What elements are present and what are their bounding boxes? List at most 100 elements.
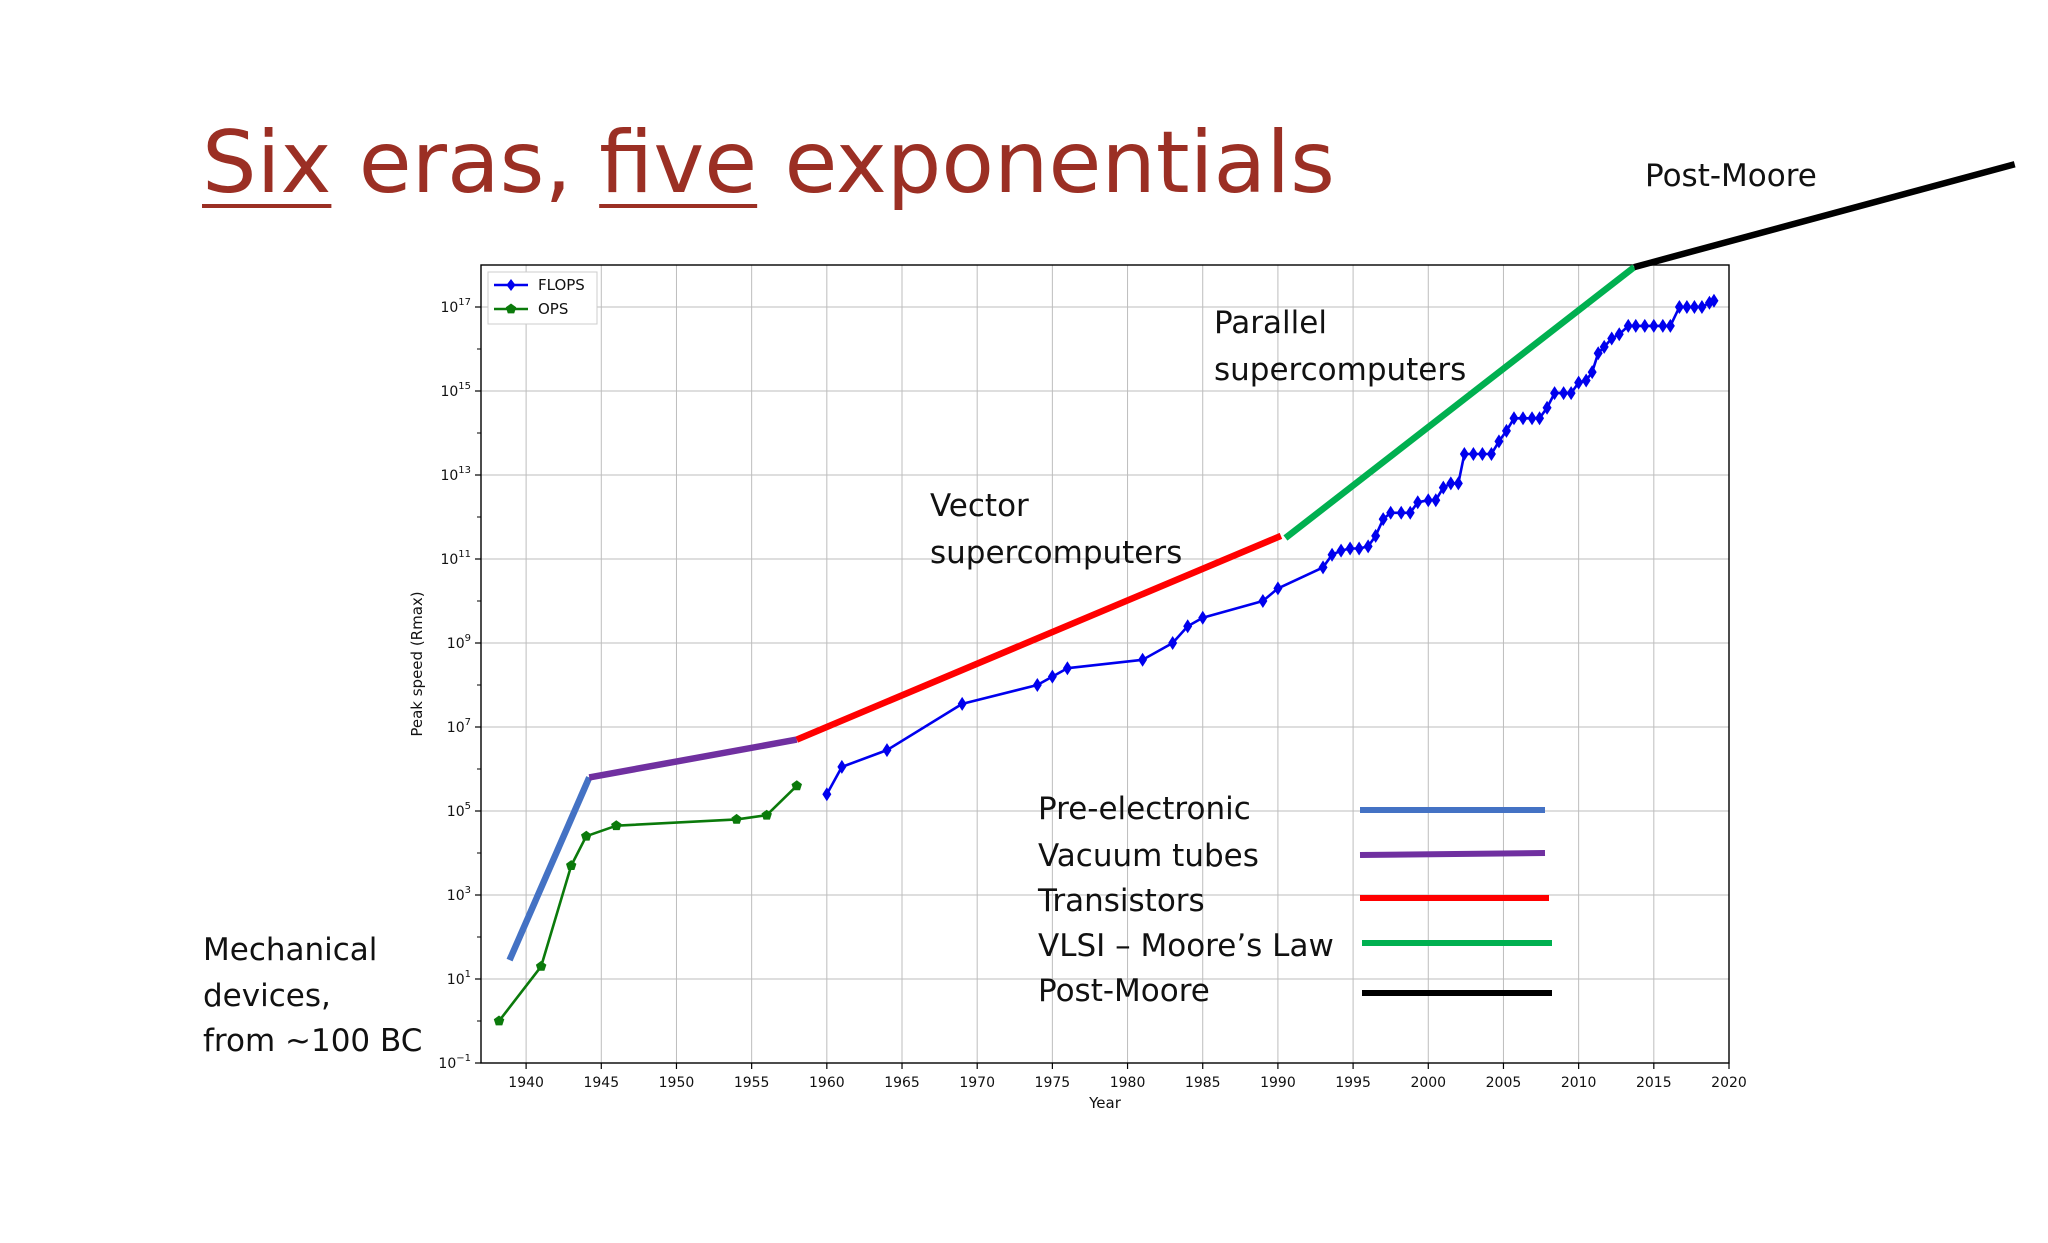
annotation-parallel-1: Parallel [1214, 305, 1327, 341]
data-point-flops [1371, 528, 1381, 543]
data-point-flops [1258, 594, 1268, 608]
era-line-pre-electronic [506, 776, 593, 962]
era-trend-lines [506, 161, 2016, 962]
data-point-flops [1599, 339, 1609, 354]
data-point-ops [493, 1015, 505, 1026]
legend-marker-flops [506, 279, 516, 291]
x-tick-label: 1985 [1185, 1075, 1221, 1091]
x-axis: 1940 1945 1950 1955 1960 1965 1970 1975 1980 1985… [508, 1063, 1747, 1091]
data-point-flops [1047, 669, 1057, 684]
title-word: eras, [359, 113, 599, 213]
x-tick-label: 2005 [1486, 1075, 1522, 1091]
data-point-flops [1168, 636, 1178, 650]
series-legend: FLOPS OPS [487, 271, 598, 325]
data-point-flops [1527, 411, 1537, 426]
y-tick-label: 1011 [440, 549, 471, 568]
era-legend-label-pre-electronic: Pre-electronic [1038, 791, 1251, 827]
plot-frame [480, 264, 1730, 1064]
data-point-ops [535, 960, 547, 971]
data-point-flops [837, 759, 847, 774]
x-tick-label: 1970 [959, 1075, 995, 1091]
data-point-flops [957, 696, 967, 711]
y-tick-label: 105 [447, 801, 471, 820]
data-point-flops [1587, 365, 1597, 380]
data-point-flops [1509, 411, 1519, 426]
data-point-flops [1405, 505, 1415, 520]
annotation-post-moore: Post-Moore [1645, 158, 1817, 194]
legend-marker-ops [505, 303, 517, 314]
data-point-flops [1396, 505, 1406, 520]
data-point-flops [1581, 373, 1591, 388]
title-word: exponentials [784, 113, 1334, 213]
data-point-flops [1431, 493, 1441, 508]
title-word: five [599, 113, 784, 213]
era-legend-label-post-moore: Post-Moore [1038, 973, 1210, 1009]
annotation-mechanical-1: Mechanical [203, 932, 377, 968]
data-point-flops [1494, 434, 1504, 449]
x-tick-label: 2010 [1561, 1075, 1597, 1091]
data-point-flops [1468, 447, 1478, 461]
data-point-flops [882, 743, 892, 758]
series-line-ops [498, 784, 798, 1022]
data-point-flops [1623, 318, 1633, 333]
y-tick-label: 101 [447, 969, 471, 988]
data-point-flops [1607, 331, 1617, 346]
data-point-ops [581, 830, 592, 841]
data-point-flops [1273, 581, 1283, 596]
data-point-flops [1198, 610, 1208, 625]
data-point-flops [1486, 447, 1496, 461]
data-point-flops [1614, 327, 1624, 342]
legend-label-flops: FLOPS [538, 276, 585, 294]
data-point-flops [1062, 661, 1072, 676]
x-tick-label: 1980 [1110, 1075, 1146, 1091]
data-point-flops [1413, 495, 1423, 510]
data-point-flops [1542, 400, 1552, 415]
data-point-flops [1378, 512, 1388, 527]
x-tick-label: 1945 [583, 1075, 619, 1091]
data-point-ops [611, 820, 622, 831]
y-tick-label: 1017 [440, 297, 471, 316]
data-point-flops [1665, 318, 1675, 333]
data-point-flops [1559, 386, 1569, 401]
data-point-flops [1345, 541, 1355, 556]
x-tick-label: 1950 [659, 1075, 695, 1091]
era-legend-swatch-vacuum-tubes [1359, 850, 1546, 858]
y-axis-label: Peak speed (Rmax) [408, 591, 426, 736]
data-point-flops [1566, 386, 1576, 401]
data-point-flops [1363, 539, 1373, 554]
y-axis: 10−1 101 103 105 107 109 1011 1013 1015 1017 [438, 297, 481, 1072]
data-point-flops [1518, 411, 1528, 426]
legend-label-ops: OPS [538, 300, 568, 318]
data-point-flops [1354, 541, 1364, 556]
series-layer [493, 293, 1719, 1026]
data-point-flops [1631, 318, 1641, 333]
era-legend: Pre-electronic Vacuum tubes Transistors … [1037, 791, 1552, 1009]
data-point-flops [1477, 447, 1487, 461]
annotation-vector-1: Vector [930, 488, 1029, 524]
data-point-flops [1423, 493, 1433, 508]
x-tick-label: 1955 [734, 1075, 770, 1091]
data-point-flops [1550, 386, 1560, 401]
annotation-mechanical-3: from ~100 BC [203, 1023, 422, 1059]
era-legend-label-transistors: Transistors [1037, 883, 1205, 919]
era-legend-label-vacuum-tubes: Vacuum tubes [1038, 838, 1259, 874]
data-point-flops [1138, 652, 1148, 667]
data-point-flops [1386, 505, 1396, 520]
y-tick-label: 10−1 [438, 1053, 471, 1072]
data-point-flops [1459, 447, 1469, 461]
data-point-flops [1674, 300, 1684, 314]
data-point-flops [1640, 318, 1650, 333]
era-line-transistors [795, 532, 1283, 743]
title-word: Six [202, 113, 359, 213]
x-tick-label: 1975 [1035, 1075, 1071, 1091]
data-point-flops [1682, 300, 1692, 314]
era-line-post-moore [1633, 161, 2016, 271]
y-tick-label: 109 [447, 633, 471, 652]
x-tick-label: 1995 [1335, 1075, 1371, 1091]
data-point-flops [1501, 423, 1511, 438]
data-point-flops [1336, 543, 1346, 558]
era-line-vlsi-moore-s-law [1283, 264, 1637, 541]
data-point-flops [1689, 300, 1699, 314]
annotation-mechanical-2: devices, [203, 978, 331, 1014]
